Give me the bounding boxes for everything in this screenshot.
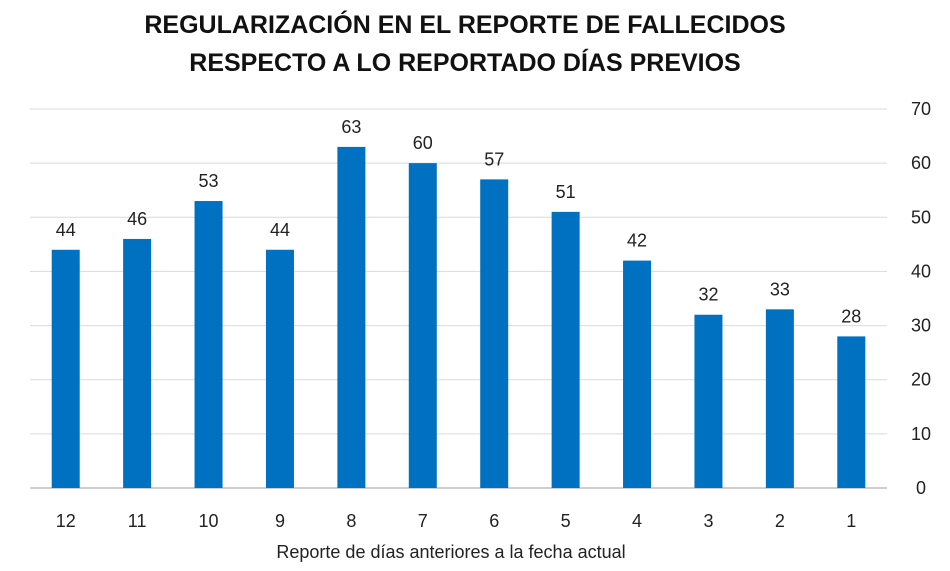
data-label-10: 53 <box>199 171 219 191</box>
x-tick-label-6: 6 <box>489 511 499 531</box>
data-label-2: 33 <box>770 279 790 299</box>
bar-8 <box>337 146 366 488</box>
y-tick-label: 40 <box>911 261 931 281</box>
data-label-3: 32 <box>698 285 718 305</box>
x-tick-label-2: 2 <box>775 511 785 531</box>
y-tick-label: 20 <box>911 370 931 390</box>
bar-3 <box>694 314 723 488</box>
bar-9 <box>265 249 294 488</box>
data-label-8: 63 <box>341 117 361 137</box>
bar-7 <box>408 163 437 488</box>
data-label-12: 44 <box>56 220 76 240</box>
data-label-6: 57 <box>484 149 504 169</box>
chart-title: REGULARIZACIÓN EN EL REPORTE DE FALLECID… <box>0 6 930 82</box>
data-label-11: 46 <box>127 209 147 229</box>
x-axis-ticks: 12 11 10 9 8 7 6 5 4 3 2 1 <box>56 511 857 531</box>
bar-12 <box>51 249 80 488</box>
bar-1 <box>837 336 866 488</box>
x-axis-title: Reporte de días anteriores a la fecha ac… <box>276 542 625 562</box>
bar-6 <box>480 179 509 488</box>
x-tick-label-1: 1 <box>846 511 856 531</box>
bar-5 <box>551 211 580 488</box>
y-tick-label: 50 <box>911 207 931 227</box>
data-label-5: 51 <box>556 182 576 202</box>
x-tick-label-4: 4 <box>632 511 642 531</box>
data-label-4: 42 <box>627 231 647 251</box>
x-tick-label-8: 8 <box>346 511 356 531</box>
bar-11 <box>123 238 152 488</box>
y-tick-label: 30 <box>911 316 931 336</box>
data-labels: 44 46 53 44 63 60 57 51 42 32 33 28 <box>56 117 862 327</box>
bar-10 <box>194 201 223 489</box>
y-tick-label: 60 <box>911 153 931 173</box>
y-tick-label: 70 <box>911 99 931 119</box>
data-label-7: 60 <box>413 133 433 153</box>
y-tick-label: 0 <box>916 478 926 498</box>
x-tick-label-7: 7 <box>418 511 428 531</box>
x-tick-label-5: 5 <box>561 511 571 531</box>
y-axis-ticks: 0 10 20 30 40 50 60 70 <box>911 99 931 498</box>
x-tick-label-3: 3 <box>703 511 713 531</box>
data-label-1: 28 <box>841 306 861 326</box>
x-tick-label-11: 11 <box>128 511 147 531</box>
bars <box>51 146 866 489</box>
x-tick-label-12: 12 <box>56 511 76 531</box>
data-label-9: 44 <box>270 220 290 240</box>
bar-2 <box>765 309 794 488</box>
bar-4 <box>623 260 652 488</box>
chart-title-line-1: REGULARIZACIÓN EN EL REPORTE DE FALLECID… <box>144 11 786 39</box>
chart-title-line-2: RESPECTO A LO REPORTADO DÍAS PREVIOS <box>189 49 741 77</box>
y-tick-label: 10 <box>911 424 931 444</box>
x-tick-label-10: 10 <box>199 511 219 531</box>
x-tick-label-9: 9 <box>275 511 285 531</box>
gridlines <box>30 108 887 489</box>
